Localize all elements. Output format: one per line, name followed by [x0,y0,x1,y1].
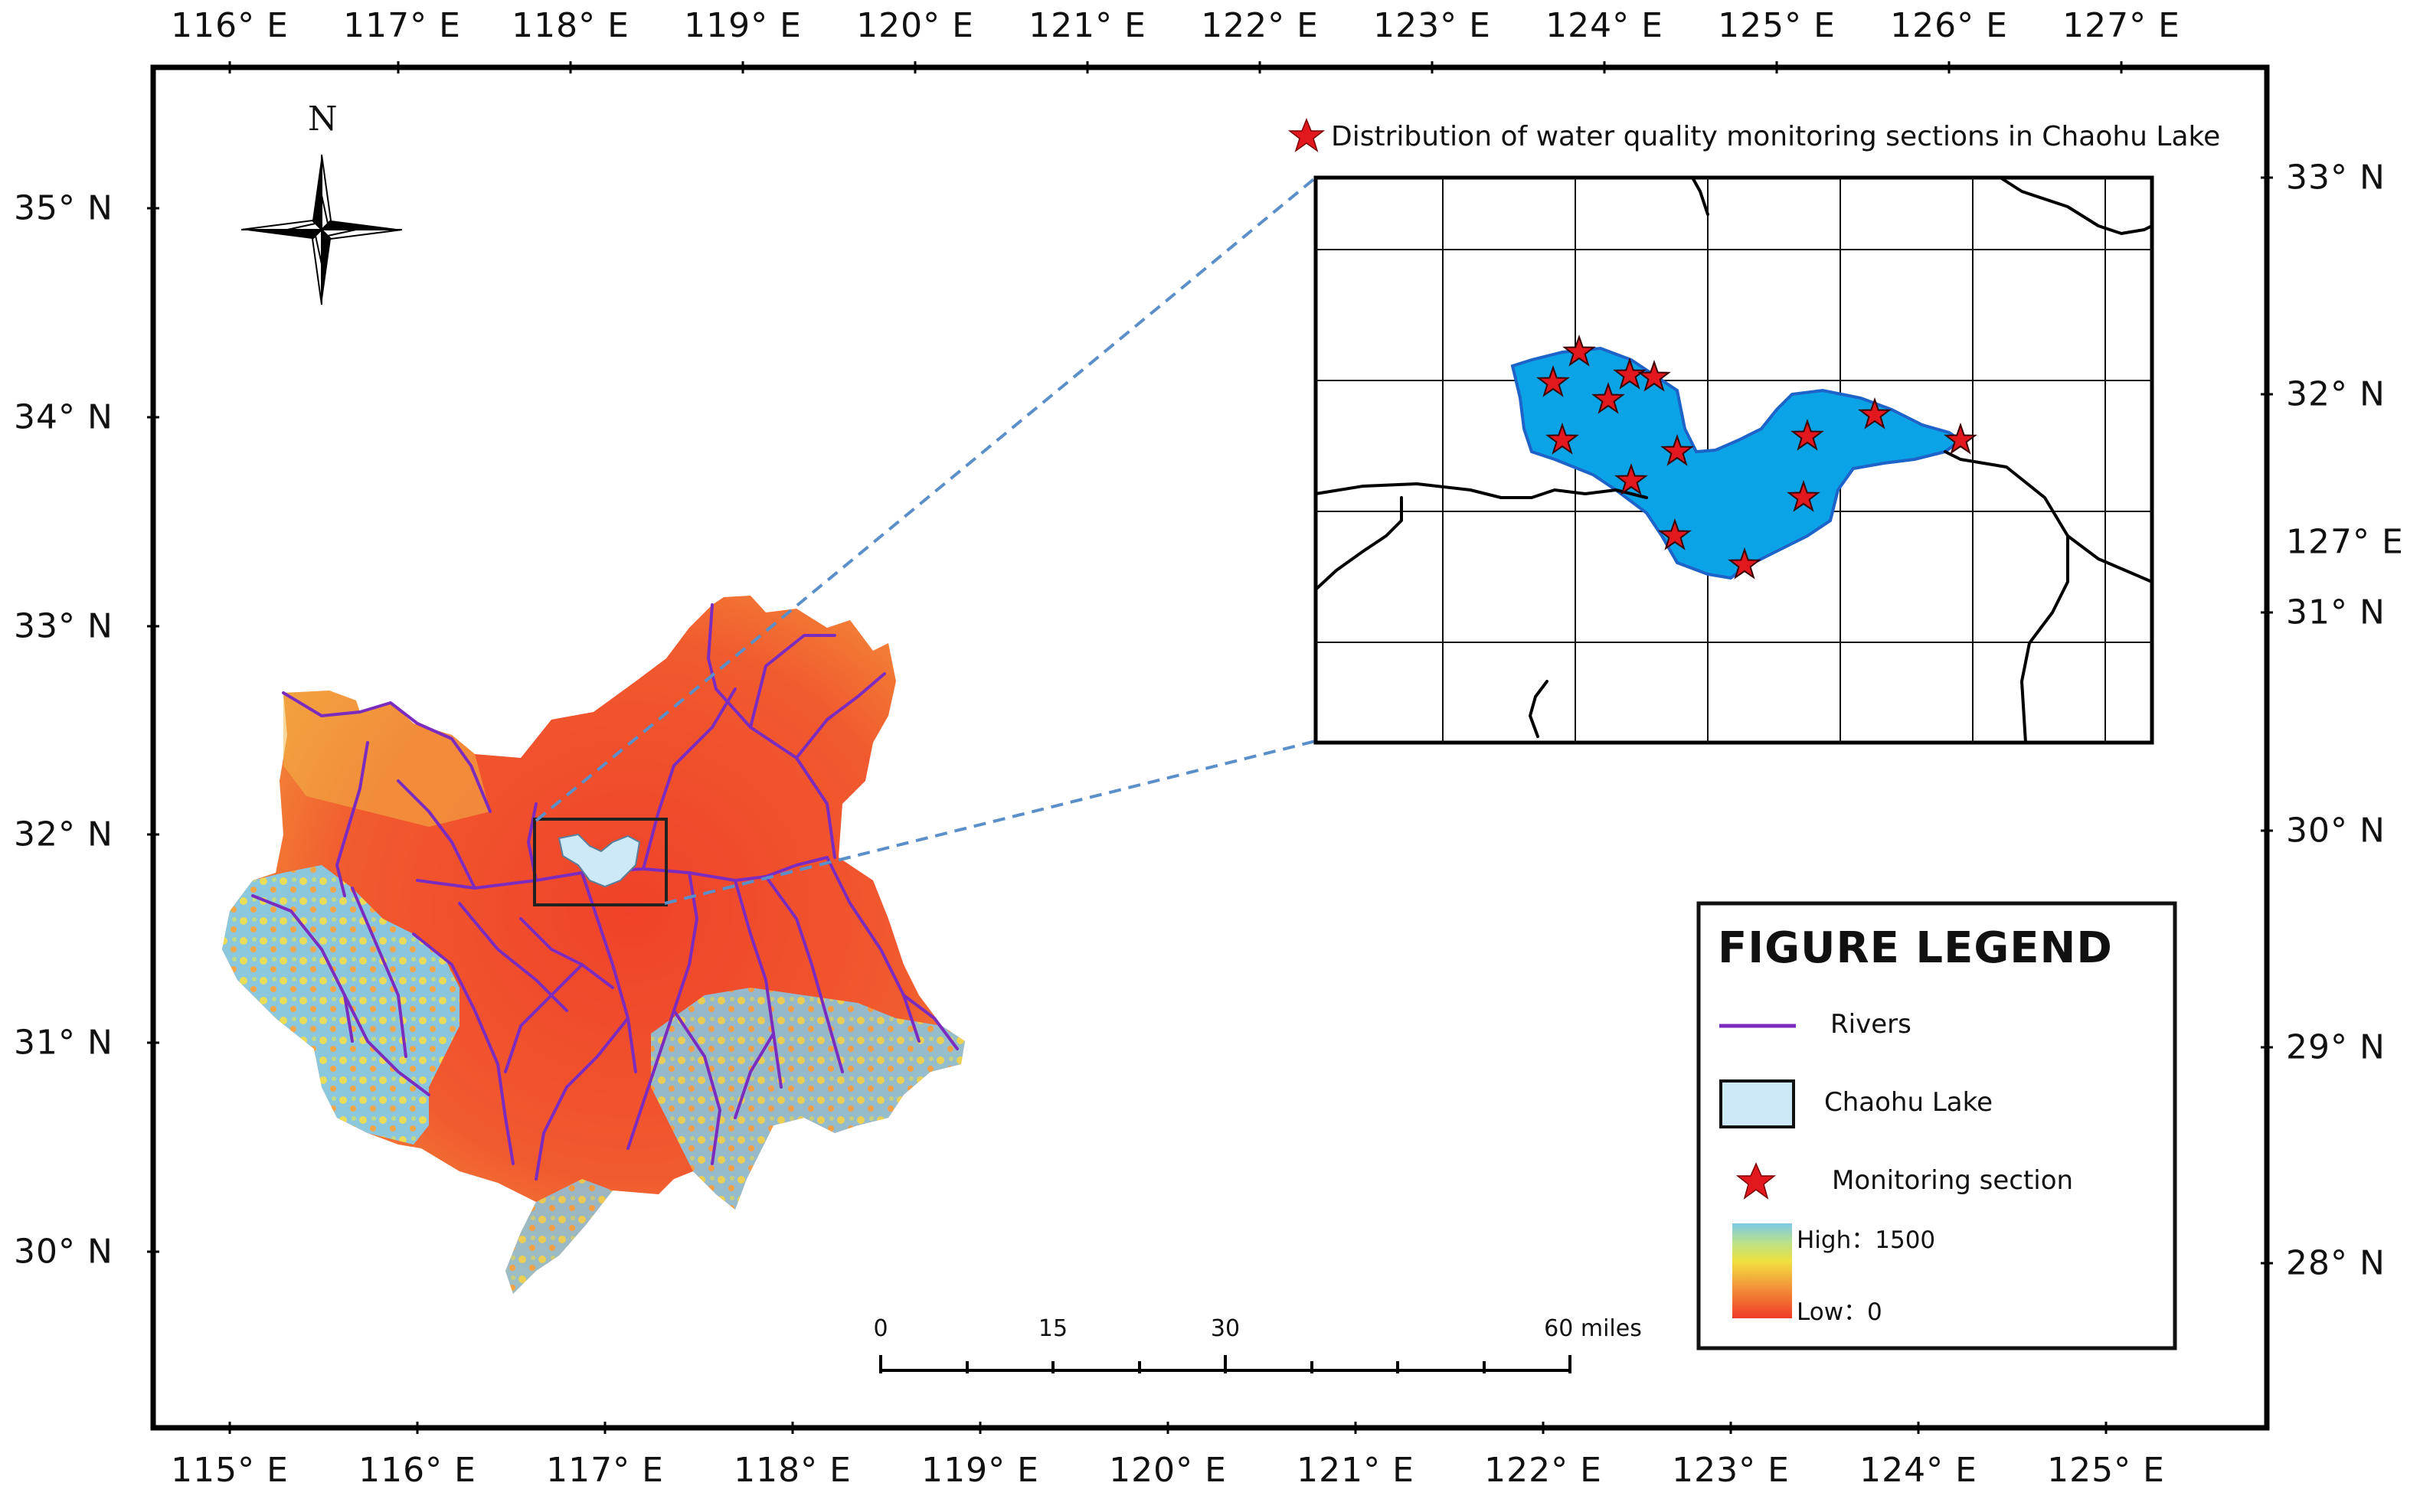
top-axis-label: 125° E [1718,6,1836,45]
north-arrow-icon [240,154,403,305]
left-axis-label: 34° N [14,397,113,437]
monitoring-section-star [1545,422,1579,455]
bottom-axis-label: 115° E [171,1451,289,1490]
legend-ramp-low: Low：0 [1797,1298,1882,1326]
scale-label: 60 miles [1544,1315,1642,1342]
monitoring-section-star [1787,479,1820,512]
right-axis-label: 29° N [2286,1027,2386,1067]
right-axis-label: 33° N [2286,158,2386,198]
monitoring-sections [1536,334,1977,580]
left-axis-label: 32° N [14,815,113,854]
map-frame [150,64,2270,1431]
top-axis-label: 121° E [1028,6,1146,45]
inset-map [1313,175,2154,745]
left-axis-label: 33° N [14,606,113,646]
bottom-axis-label: 116° E [358,1451,476,1490]
top-axis-label: 119° E [684,6,802,45]
monitoring-section-star [1613,357,1647,390]
monitoring-section-star [1614,462,1648,495]
elevation-ramp [1732,1223,1792,1318]
north-label: N [308,100,338,139]
left-axis-label: 30° N [14,1232,113,1272]
bottom-axis-label: 117° E [546,1451,664,1490]
monitoring-section-star [1728,547,1761,580]
monitoring-section-star [1944,422,1977,455]
scale-label: 30 [1210,1315,1241,1342]
bottom-axis-label: 123° E [1672,1451,1790,1490]
lake-box-icon [1719,1079,1795,1128]
bottom-axis-label: 122° E [1484,1451,1602,1490]
chaohu-lake-small [558,833,641,888]
bottom-axis-label: 118° E [734,1451,852,1490]
high-terrain-south [505,1179,613,1294]
monitoring-section-star [1858,397,1892,429]
zoom-connectors [535,176,1317,905]
legend-title: FIGURE LEGEND [1718,923,2113,973]
scale-bar [879,1355,1571,1373]
top-axis-label: 120° E [856,6,974,45]
mid-terrain-northwest [283,691,490,827]
bottom-axis-label: 120° E [1109,1451,1227,1490]
monitoring-section-star [1562,334,1596,367]
top-axis-label: 126° E [1890,6,2008,45]
frame-ticks [147,61,2273,1434]
star-icon [1736,1162,1776,1200]
bottom-axis-label: 125° E [2047,1451,2165,1490]
legend-label-monitoring: Monitoring section [1832,1165,2074,1196]
top-axis-label: 124° E [1545,6,1663,45]
inset-title: Distribution of water quality monitoring… [1331,121,2221,152]
right-axis-label: 28° N [2286,1243,2386,1283]
inset-rivers [1314,176,2153,744]
monitoring-section-star [1658,518,1692,550]
right-axis-label: 32° N [2286,374,2386,414]
legend-box [1696,901,2177,1350]
bottom-axis-label: 119° E [921,1451,1039,1490]
high-terrain-southeast [651,988,965,1210]
right-axis-label: 127° E [2286,522,2404,562]
monitoring-section-star [1660,433,1694,466]
legend-label-rivers: Rivers [1830,1009,1911,1040]
legend-label-lake: Chaohu Lake [1824,1087,1993,1118]
bottom-axis-label: 121° E [1297,1451,1414,1490]
legend-ramp-high: High：1500 [1797,1226,1936,1254]
top-axis-label: 123° E [1373,6,1491,45]
basin-elevation-map [222,596,965,1294]
monitoring-section-star [1536,364,1570,397]
lake-extent-box [533,818,668,906]
right-axis-label: 31° N [2286,593,2386,632]
top-axis-label: 116° E [171,6,289,45]
monitoring-section-star [1591,381,1625,414]
bottom-axis-label: 124° E [1859,1451,1977,1490]
left-axis-label: 31° N [14,1023,113,1063]
star-icon [1288,118,1325,152]
left-axis-label: 35° N [14,188,113,228]
monitoring-section-star [1637,359,1671,392]
right-axis-label: 30° N [2286,811,2386,851]
inset-lake [1510,346,1964,580]
scale-label: 0 [873,1315,888,1342]
top-axis-label: 117° E [343,6,461,45]
scale-label: 15 [1038,1315,1068,1342]
top-axis-label: 122° E [1201,6,1319,45]
top-axis-label: 127° E [2062,6,2180,45]
monitoring-section-star [1790,418,1824,451]
top-axis-label: 118° E [512,6,630,45]
